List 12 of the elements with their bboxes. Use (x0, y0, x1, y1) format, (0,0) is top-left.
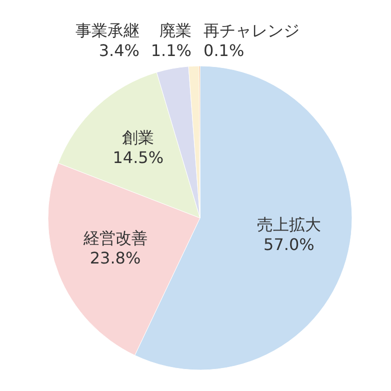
slice-label: 売上拡大 (256, 215, 321, 234)
data-label: 57.0% (264, 235, 314, 254)
data-label: 0.1% (204, 41, 244, 60)
slice-label: 創業 (122, 128, 154, 147)
data-label: 14.5% (112, 148, 164, 167)
data-label: 23.8% (90, 248, 141, 268)
data-label: 3.4% (98, 41, 140, 60)
slice-label: 事業承継 (76, 21, 140, 40)
slice-label: 廃業 (160, 21, 192, 40)
slice-label: 再チャレンジ (204, 21, 300, 40)
data-label: 1.1% (150, 41, 192, 60)
slice-label: 経営改善 (82, 228, 148, 248)
